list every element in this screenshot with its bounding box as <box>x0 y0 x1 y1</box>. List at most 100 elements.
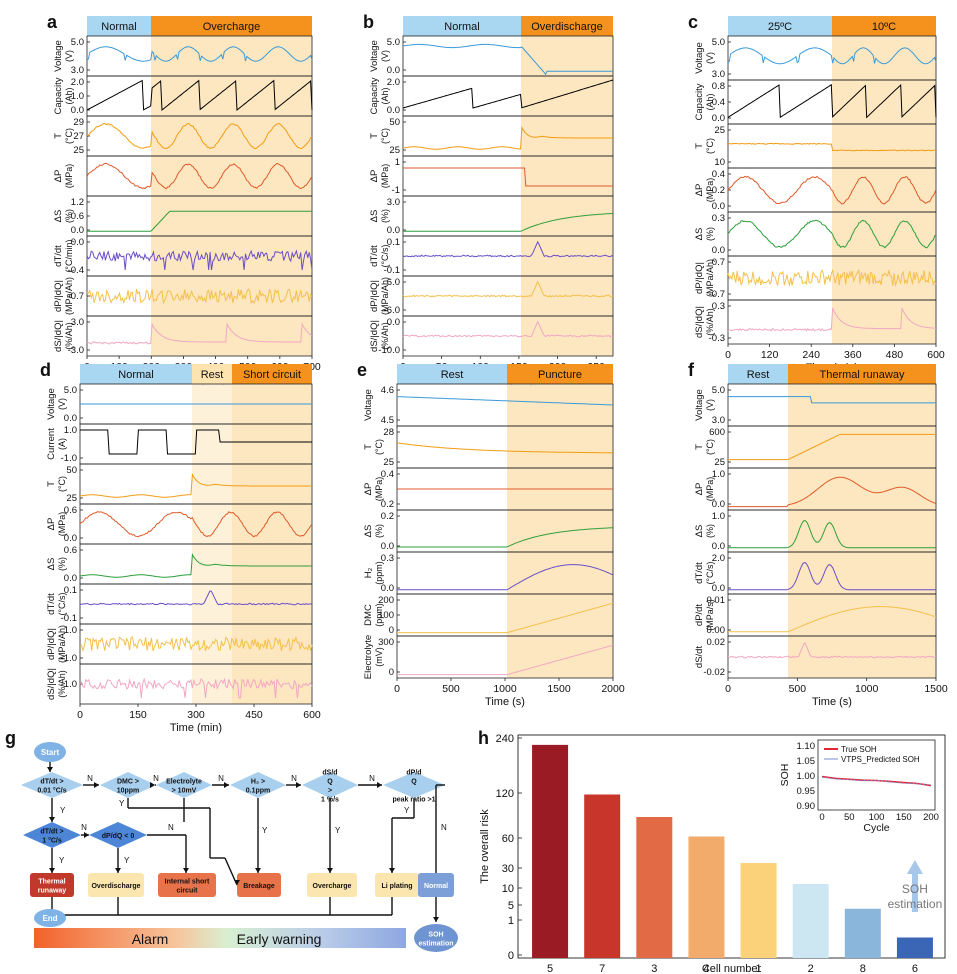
y-tick: 1 <box>508 915 514 927</box>
signal-dP/dt <box>728 606 937 633</box>
row-tick: 0 <box>389 667 394 678</box>
outcome-internal-short <box>158 873 216 897</box>
row-tick: 0.2 <box>381 499 394 510</box>
row-tick: 0.1 <box>64 585 77 596</box>
row-label: Capacity <box>369 77 380 114</box>
row-tick: 0.02 <box>707 637 726 648</box>
decision-dT2 <box>23 822 81 848</box>
signal-ΔP <box>727 175 937 205</box>
signal-T <box>728 433 936 461</box>
start-node <box>34 742 66 762</box>
row-label: Electrolyte <box>363 635 374 679</box>
decision-dP <box>383 772 445 798</box>
x-tick: 0 <box>77 709 83 721</box>
flow-text: Q <box>411 779 417 786</box>
row-tick: 3.0 <box>712 415 725 426</box>
end-node <box>34 909 66 927</box>
row-unit: (%/Ah) <box>64 322 74 350</box>
row-tick: 6.0 <box>387 277 400 288</box>
row-tick: 5.0 <box>71 37 84 48</box>
bar-cell-3 <box>636 817 673 958</box>
row-label: H₂ <box>363 567 374 578</box>
row-tick: 0.0 <box>712 113 725 124</box>
row-unit: (MPa/Ah) <box>705 259 715 297</box>
row-tick: 4.5 <box>381 415 394 426</box>
row-tick: 0.3 <box>712 301 725 312</box>
row-unit: (V) <box>64 50 74 62</box>
x-tick: 5 <box>547 963 553 974</box>
signal-Capacity <box>727 83 937 119</box>
row-tick: 0.00 <box>707 625 726 636</box>
row-unit: (°C) <box>64 128 74 144</box>
flow-yes: Y <box>335 826 341 835</box>
bar-cell-2 <box>792 884 829 958</box>
flow-text: Q <box>327 779 333 786</box>
flow-no: N <box>81 823 87 832</box>
row-tick: 0.0 <box>71 237 84 248</box>
flow-text: dT/dt > <box>40 779 63 786</box>
signal-Voltage <box>728 396 936 404</box>
row-tick: 25 <box>389 145 400 156</box>
x-tick: 1000 <box>855 683 879 695</box>
row-tick: -0.02 <box>703 667 725 678</box>
row-unit: (°C/s) <box>57 592 67 615</box>
signal-dS/|dQ| <box>79 677 313 699</box>
row-tick: 3.0 <box>387 197 400 208</box>
phase-2 <box>232 364 312 384</box>
flow-text: runaway <box>38 888 67 895</box>
row-unit: (°C) <box>374 439 384 455</box>
row-tick: 0.0 <box>381 583 394 594</box>
panel-letter: a <box>47 12 58 32</box>
flow-text: H₂ > <box>251 779 265 786</box>
flow-text: Internal short <box>165 879 210 886</box>
row-tick: 29 <box>73 117 84 128</box>
row-tick: -0.1 <box>61 613 77 624</box>
row-tick: 5.0 <box>64 385 77 396</box>
row-label: dT/dt <box>694 562 705 584</box>
row-unit: (°C) <box>705 138 715 154</box>
phase-1 <box>507 364 613 384</box>
row-frame <box>86 315 313 357</box>
x-axis-label: Cell number <box>702 963 762 974</box>
row-tick: -0.7 <box>709 289 725 300</box>
row-tick: -0.4 <box>68 265 84 276</box>
phase-0 <box>397 364 507 384</box>
flow-no: N <box>369 774 375 783</box>
flow-text: 10ppm <box>117 788 140 795</box>
flow-no: N <box>168 823 174 832</box>
x-tick: 360 <box>844 349 862 361</box>
row-label: Voltage <box>694 42 705 74</box>
decision-dPQ <box>89 822 147 848</box>
row-label: ΔS <box>694 525 705 538</box>
row-label: T <box>694 143 705 149</box>
phase-1 <box>832 16 936 36</box>
row-label: ΔP <box>363 483 374 496</box>
row-tick: -0.7 <box>68 291 84 302</box>
flow-yes: Y <box>119 799 125 808</box>
x-tick: 240 <box>802 349 820 361</box>
signal-ΔP <box>86 162 313 190</box>
row-tick: 28 <box>383 427 394 438</box>
y-tick: 0 <box>508 950 514 962</box>
row-tick: 600 <box>709 427 725 438</box>
phase-0 <box>728 16 832 36</box>
inset-legend: VTPS_Predicted SOH <box>841 755 920 764</box>
row-tick: 2.0 <box>712 553 725 564</box>
phase-shading <box>788 384 936 678</box>
flow-text: dP/dQ < 0 <box>102 833 135 840</box>
row-tick: 1.0 <box>64 425 77 436</box>
x-tick: 480 <box>886 349 904 361</box>
flow-text: Start <box>41 748 60 757</box>
signal-dS/|dQ| <box>86 322 313 345</box>
y-tick: 240 <box>496 733 514 745</box>
row-label: Voltage <box>46 388 57 420</box>
y-tick: 30 <box>502 863 514 875</box>
x-tick: 0 <box>725 683 731 695</box>
flow-text: End <box>42 914 57 923</box>
row-tick: 5.0 <box>712 385 725 396</box>
flow-no: N <box>441 823 447 832</box>
row-tick: 50 <box>66 465 77 476</box>
bar-early-label: Early warning <box>237 931 322 947</box>
outcome-thermal-runaway <box>30 873 74 897</box>
phase-label: Normal <box>118 369 153 381</box>
